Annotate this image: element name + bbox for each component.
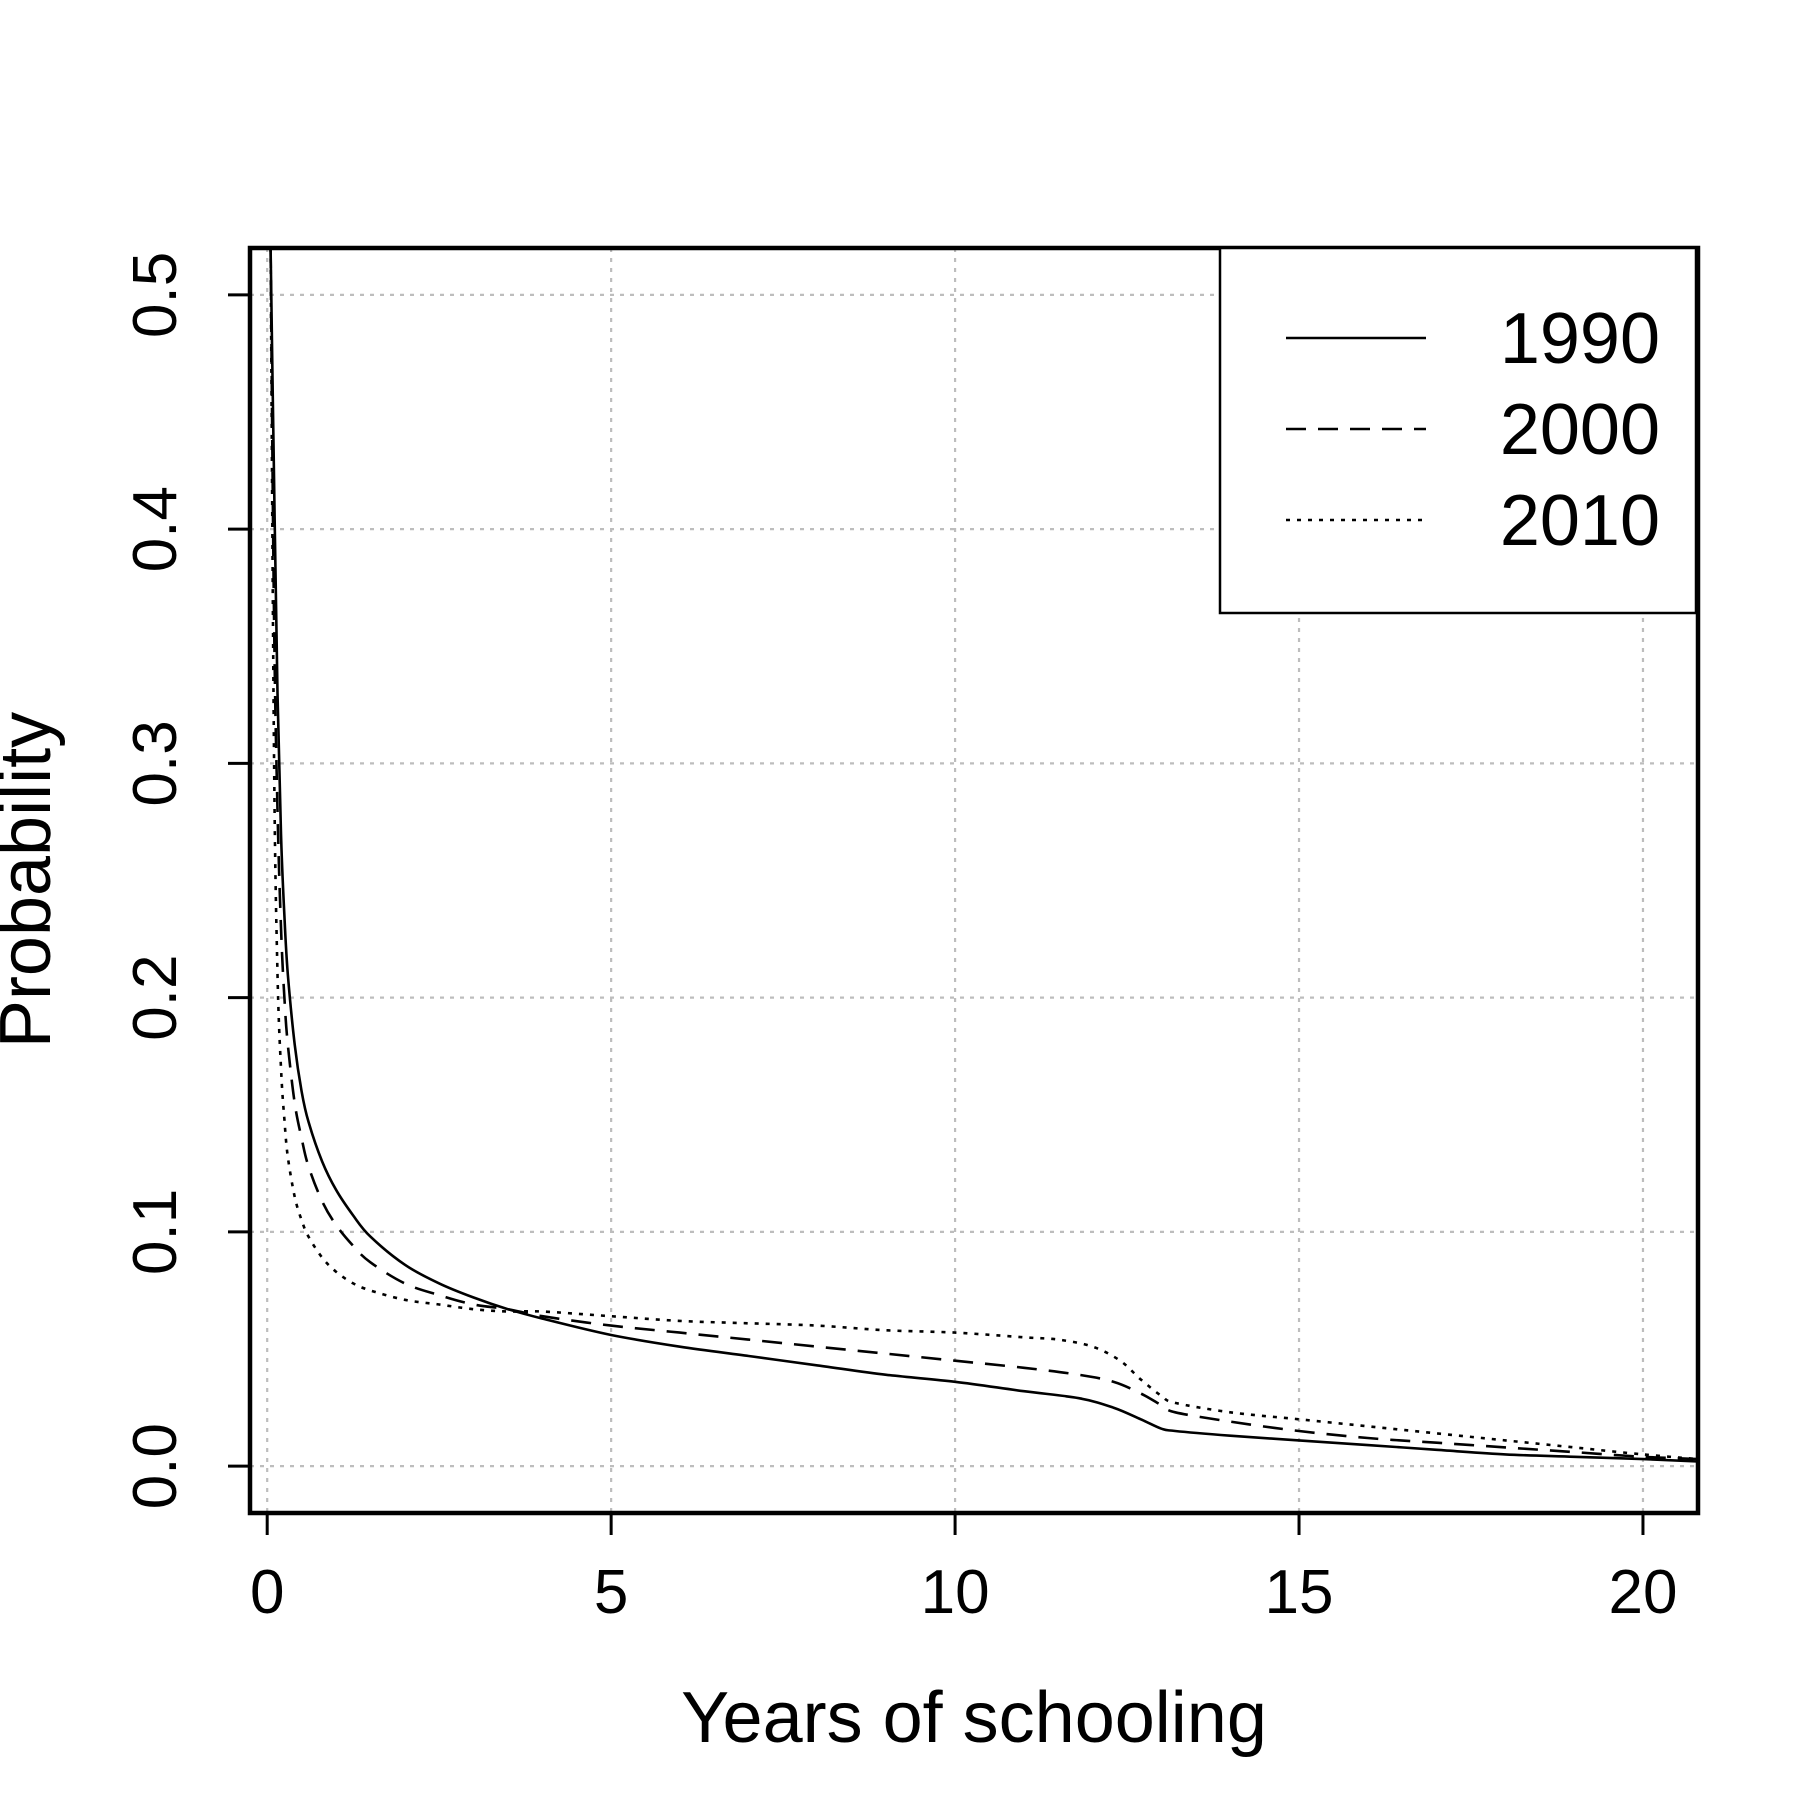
- legend-box: [1218, 246, 1698, 615]
- y-tick-label: 0.3: [121, 720, 190, 806]
- y-axis-ticks: 0.0 0.1 0.2 0.3 0.4 0.5: [121, 252, 250, 1509]
- series-line-2010: [269, 248, 1698, 1461]
- x-tick-label: 0: [250, 1558, 284, 1627]
- x-tick-label: 10: [921, 1558, 990, 1627]
- x-tick-label: 5: [594, 1558, 628, 1627]
- series-line-1990: [269, 248, 1698, 1463]
- y-tick-label: 0.0: [121, 1423, 190, 1509]
- series-lines: [269, 248, 1698, 1463]
- legend: 1990 2000 2010: [1218, 246, 1698, 615]
- legend-label-2010: 2010: [1500, 481, 1660, 561]
- series-line-2000: [269, 248, 1698, 1461]
- y-tick-label: 0.5: [121, 252, 190, 338]
- x-tick-label: 15: [1265, 1558, 1334, 1627]
- y-tick-label: 0.1: [121, 1189, 190, 1275]
- legend-label-1990: 1990: [1500, 299, 1660, 379]
- x-tick-label: 20: [1608, 1558, 1677, 1627]
- y-axis-title: Probability: [0, 712, 66, 1048]
- y-tick-label: 0.4: [121, 486, 190, 572]
- legend-label-2000: 2000: [1500, 390, 1660, 470]
- x-axis-ticks: 0 5 10 15 20: [250, 1513, 1677, 1627]
- x-axis-title: Years of schooling: [681, 1678, 1267, 1758]
- plot-frame: [247, 245, 1701, 1516]
- y-tick-label: 0.2: [121, 955, 190, 1041]
